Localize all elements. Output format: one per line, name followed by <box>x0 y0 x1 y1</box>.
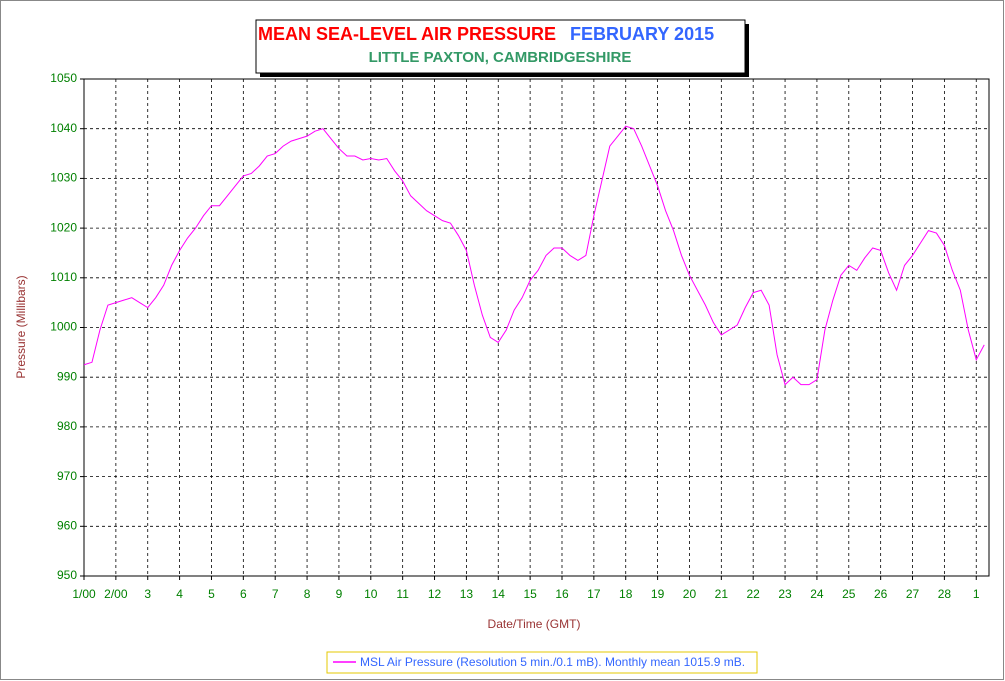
x-tick-label: 5 <box>208 587 215 601</box>
chart-title-date: FEBRUARY 2015 <box>570 24 714 44</box>
y-tick-label: 1000 <box>50 320 77 334</box>
x-tick-label: 26 <box>874 587 888 601</box>
x-tick-label: 25 <box>842 587 856 601</box>
x-tick-label: 28 <box>938 587 952 601</box>
x-tick-label: 8 <box>304 587 311 601</box>
chart-title: MEAN SEA-LEVEL AIR PRESSURE <box>258 24 556 44</box>
legend-label: MSL Air Pressure (Resolution 5 min./0.1 … <box>360 655 745 669</box>
y-tick-label: 980 <box>57 419 77 433</box>
y-tick-label: 1030 <box>50 171 77 185</box>
y-axis-label: Pressure (Millibars) <box>14 275 28 378</box>
x-tick-label: 3 <box>144 587 151 601</box>
x-tick-label: 14 <box>492 587 506 601</box>
chart-subtitle: LITTLE PAXTON, CAMBRIDGESHIRE <box>369 49 632 66</box>
x-tick-label: 4 <box>176 587 183 601</box>
x-tick-label: 20 <box>683 587 697 601</box>
legend-box <box>326 651 758 674</box>
y-tick-label: 1040 <box>50 121 77 135</box>
x-tick-label: 22 <box>747 587 761 601</box>
x-tick-label: 23 <box>778 587 792 601</box>
x-tick-label: 16 <box>555 587 569 601</box>
x-tick-label: 21 <box>715 587 729 601</box>
data-line <box>83 125 985 386</box>
y-tick-label: 1050 <box>50 71 77 85</box>
x-tick-label: 18 <box>619 587 633 601</box>
x-tick-label: 17 <box>587 587 601 601</box>
x-tick-label: 24 <box>810 587 824 601</box>
title-box <box>255 19 746 74</box>
x-tick-label: 7 <box>272 587 279 601</box>
x-tick-label: 6 <box>240 587 247 601</box>
x-tick-label: 13 <box>460 587 474 601</box>
x-tick-label: 15 <box>523 587 537 601</box>
y-tick-label: 990 <box>57 369 77 383</box>
y-tick-label: 1020 <box>50 220 77 234</box>
plot-border <box>83 78 990 577</box>
y-tick-label: 960 <box>57 518 77 532</box>
title-text: MEAN SEA-LEVEL AIR PRESSURE FEBRUARY 2015 <box>258 24 714 44</box>
y-tick-label: 950 <box>57 568 77 582</box>
x-tick-label: 12 <box>428 587 442 601</box>
x-tick-label: 1 <box>973 587 980 601</box>
x-tick-label: 27 <box>906 587 920 601</box>
x-tick-label: 11 <box>396 587 409 601</box>
y-tick-label: 970 <box>57 469 77 483</box>
x-tick-label: 1/00 <box>72 587 96 601</box>
x-axis-label: Date/Time (GMT) <box>488 617 581 631</box>
x-tick-label: 2/00 <box>104 587 128 601</box>
x-tick-label: 10 <box>364 587 378 601</box>
x-tick-label: 19 <box>651 587 665 601</box>
x-tick-label: 9 <box>336 587 343 601</box>
y-tick-label: 1010 <box>50 270 77 284</box>
